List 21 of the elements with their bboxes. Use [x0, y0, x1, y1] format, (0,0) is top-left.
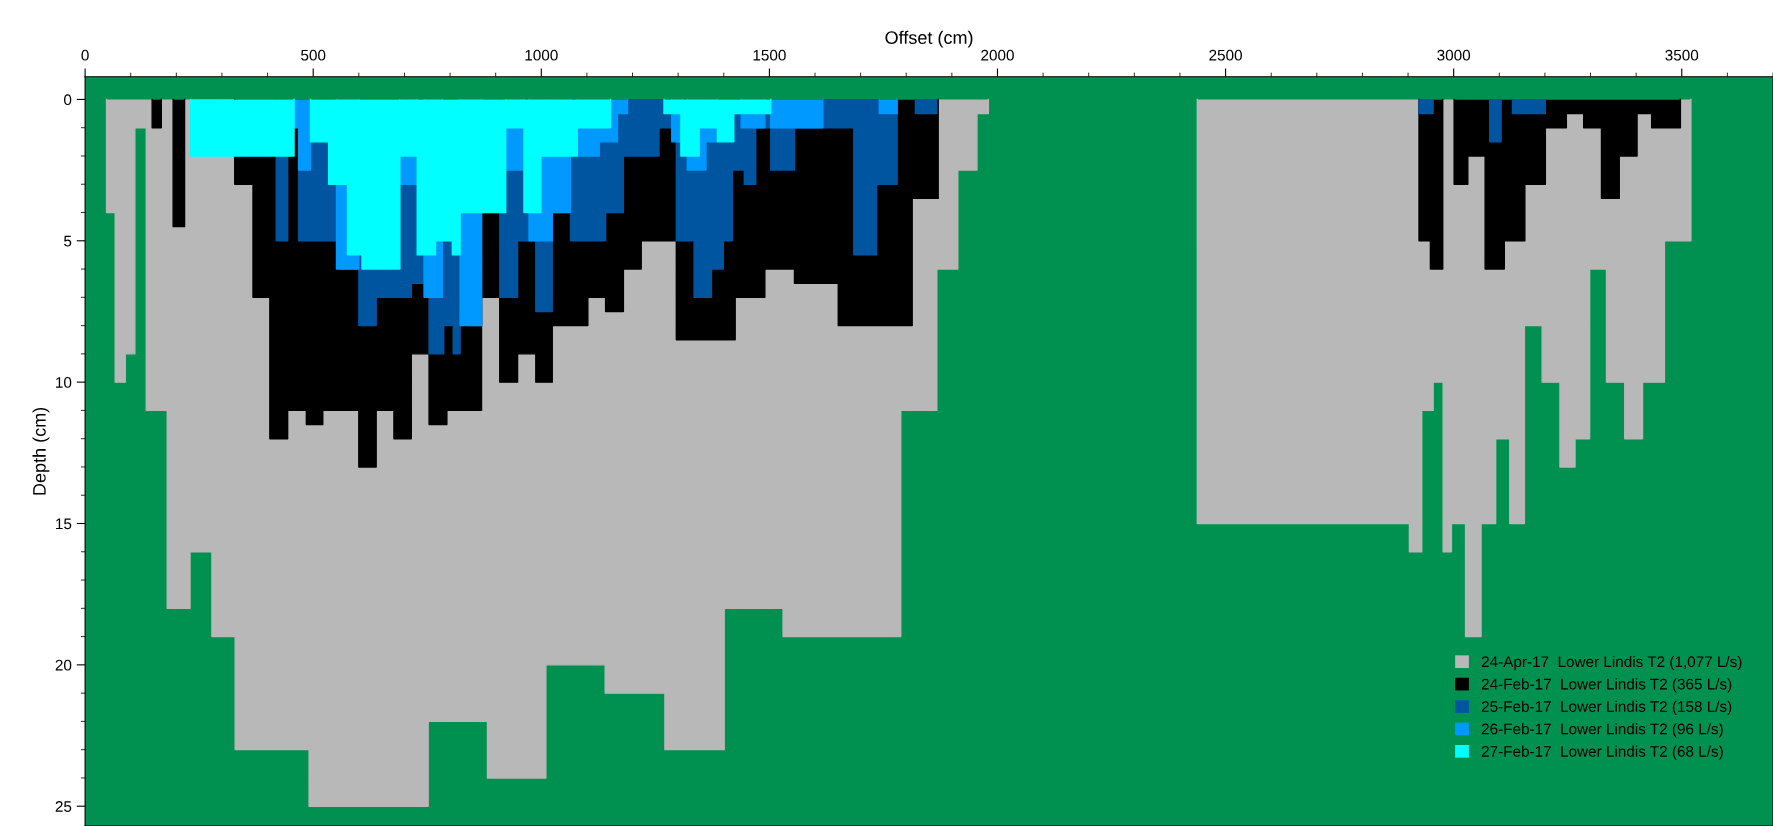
legend-label: 26-Feb-17 Lower Lindis T2 (96 L/s) — [1481, 723, 1723, 738]
y-axis-title: Depth (cm) — [32, 407, 50, 495]
x-tick-label: 0 — [81, 49, 89, 61]
legend-label: 24-Apr-17 Lower Lindis T2 (1,077 L/s) — [1481, 655, 1742, 671]
y-tick-label: 0 — [64, 94, 72, 106]
x-axis-title: Offset (cm) — [885, 30, 973, 48]
y-tick-label: 5 — [64, 235, 72, 247]
x-tick-label: 2000 — [981, 49, 1014, 61]
legend-label: 27-Feb-17 Lower Lindis T2 (68 L/s) — [1481, 745, 1723, 760]
y-tick-label: 25 — [55, 801, 72, 812]
x-tick-label: 3000 — [1437, 49, 1471, 61]
y-tick-label: 20 — [55, 659, 72, 671]
legend-label: 24-Feb-17 Lower Lindis T2 (365 L/s) — [1481, 678, 1732, 693]
x-tick-label: 2500 — [1209, 49, 1242, 61]
x-tick-label: 3500 — [1665, 49, 1699, 61]
legend-label: 25-Feb-17 Lower Lindis T2 (158 L/s) — [1481, 700, 1732, 715]
x-tick-label: 1500 — [753, 49, 786, 61]
y-tick-label: 15 — [56, 518, 72, 530]
x-tick-label: 500 — [301, 49, 326, 61]
y-tick-label: 10 — [56, 377, 72, 388]
x-tick-label: 1000 — [525, 49, 558, 61]
